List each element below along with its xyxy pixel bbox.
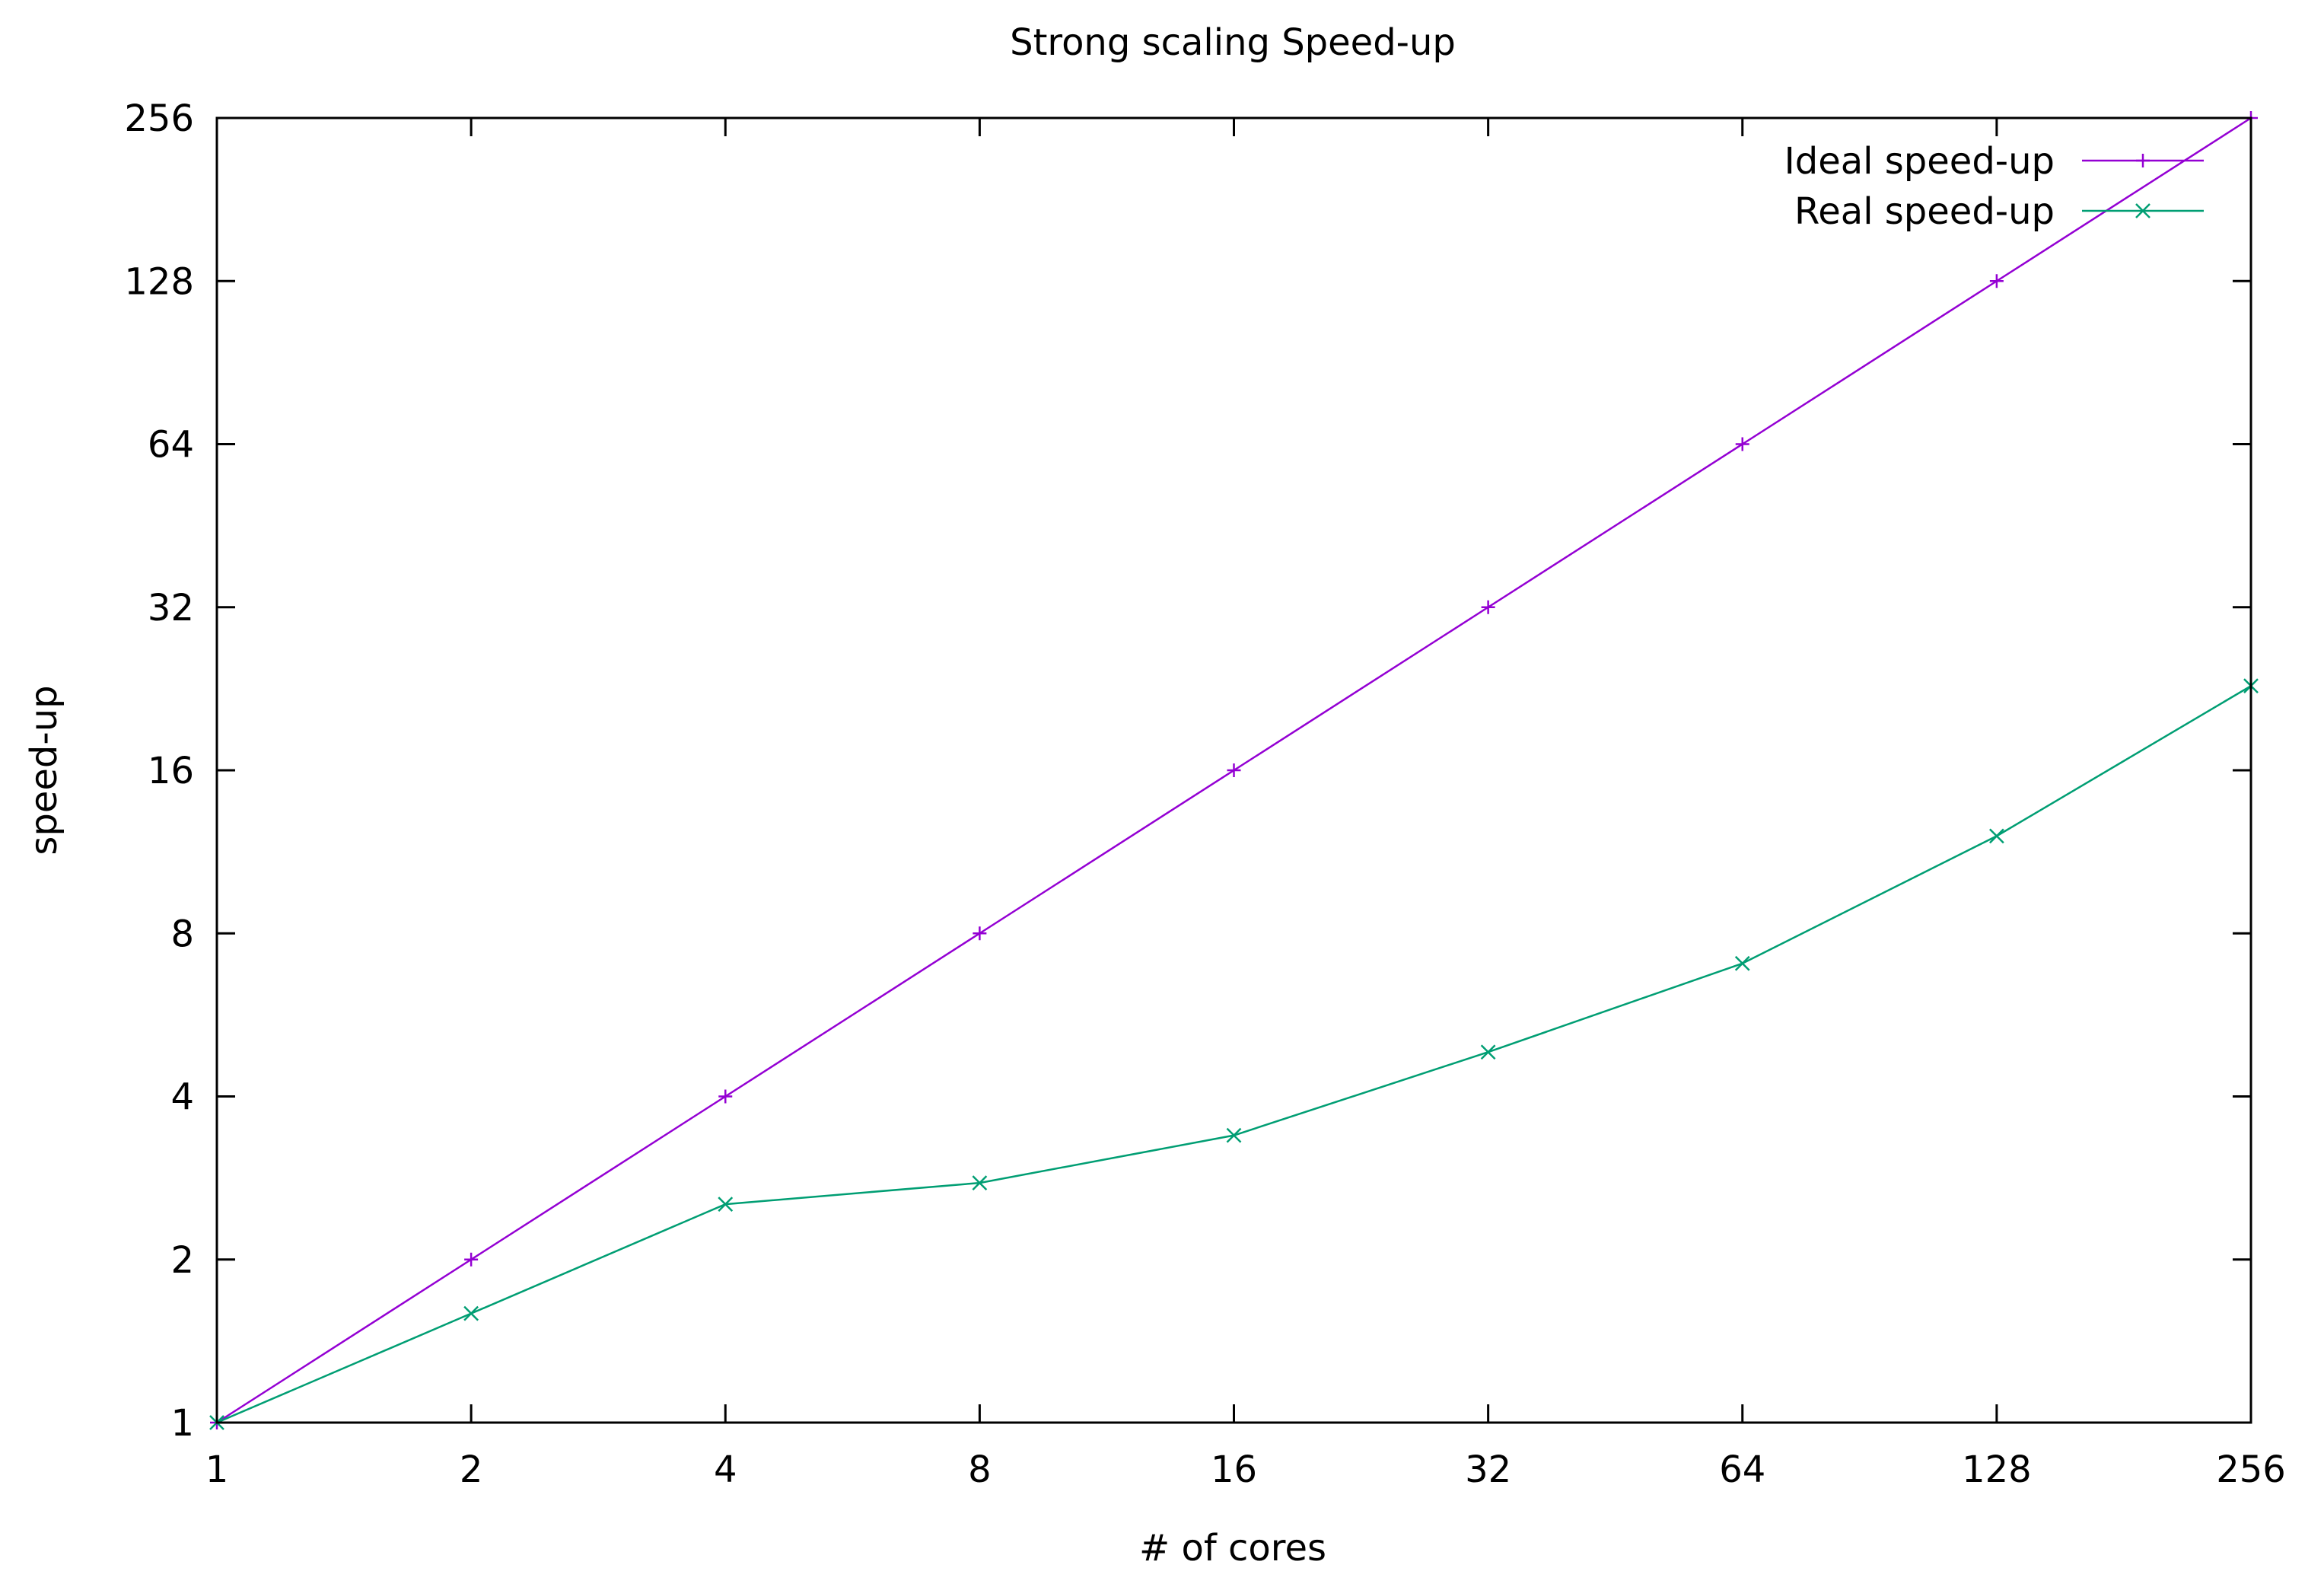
marker-stroke	[718, 1197, 734, 1212]
legend-label: Ideal speed-up	[1784, 140, 2055, 183]
legend-entry-ideal-speed-up: Ideal speed-up	[1784, 140, 2204, 183]
legend-label: Real speed-up	[1794, 190, 2055, 233]
legend-swatch-marker	[2135, 203, 2150, 218]
data-point-ideal-speed-up	[464, 1252, 479, 1267]
data-point-real-speed-up	[1734, 955, 1750, 971]
chart-title: Strong scaling Speed-up	[1010, 21, 1456, 64]
legend-entry-real-speed-up: Real speed-up	[1794, 190, 2204, 233]
marker-stroke	[972, 1175, 988, 1190]
y-tick-label: 64	[148, 424, 194, 467]
x-tick-label: 1	[205, 1448, 229, 1491]
x-tick-label: 16	[1211, 1448, 1257, 1491]
legend-swatch-marker	[2136, 154, 2150, 167]
marker-stroke	[1226, 1127, 1242, 1143]
x-tick-label: 128	[1962, 1448, 2032, 1491]
series-layer	[209, 111, 2259, 1430]
x-tick-label: 8	[968, 1448, 992, 1491]
x-tick-labels: 1 2 4 8 16 32 64 128 256	[205, 1448, 2286, 1491]
y-tick-label: 16	[148, 750, 194, 792]
y-tick-label: 8	[170, 913, 194, 955]
data-point-ideal-speed-up	[1735, 437, 1749, 451]
x-axis-title: # of cores	[1139, 1527, 1326, 1569]
data-point-real-speed-up	[463, 1305, 479, 1321]
y-tick-labels: 1 2 4 8 16 32 64 128 256	[124, 97, 194, 1445]
x-tick-label: 32	[1465, 1448, 1511, 1491]
x-tick-label: 2	[460, 1448, 483, 1491]
data-point-real-speed-up	[1988, 828, 2004, 844]
marker-stroke	[463, 1305, 479, 1321]
y-tick-label: 32	[148, 587, 194, 629]
data-point-real-speed-up	[1226, 1127, 1242, 1143]
y-tick-label: 4	[170, 1076, 194, 1119]
data-point-ideal-speed-up	[718, 1089, 733, 1104]
x-tick-label: 256	[2216, 1448, 2286, 1491]
x-tick-label: 4	[714, 1448, 737, 1491]
data-point-ideal-speed-up	[973, 926, 987, 941]
marker-stroke	[1480, 1044, 1496, 1060]
marker-stroke	[1734, 955, 1750, 971]
y-tick-label: 128	[124, 260, 194, 303]
marker-stroke	[1988, 828, 2004, 844]
data-point-real-speed-up	[972, 1175, 988, 1190]
data-point-real-speed-up	[1480, 1044, 1496, 1060]
data-point-ideal-speed-up	[1481, 600, 1495, 614]
y-tick-label: 256	[124, 97, 194, 140]
data-point-ideal-speed-up	[1227, 763, 1241, 777]
y-tick-label: 1	[170, 1402, 194, 1445]
series-real-speed-up	[209, 678, 2259, 1430]
x-tick-label: 64	[1719, 1448, 1765, 1491]
data-point-real-speed-up	[718, 1197, 734, 1212]
y-axis-title: speed-up	[23, 685, 65, 855]
legend: Ideal speed-up Real speed-up	[1784, 140, 2204, 233]
marker-stroke	[2135, 203, 2150, 218]
data-point-ideal-speed-up	[1989, 274, 2004, 288]
plot-frame	[215, 116, 2252, 1424]
y-tick-label: 2	[170, 1239, 194, 1282]
